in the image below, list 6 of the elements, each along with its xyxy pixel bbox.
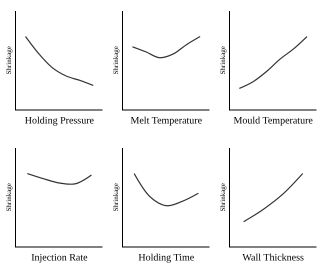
x-axis-title: Mould Temperature [233,116,314,126]
x-axis-title: Holding Time [138,252,195,264]
x-axis-title: Wall Thickness [242,252,304,264]
x-axis-title: Melt Temperature [130,116,203,126]
x-axis-title: Holding Pressure [24,116,95,126]
x-axis-title: Injection Rate [31,252,88,264]
